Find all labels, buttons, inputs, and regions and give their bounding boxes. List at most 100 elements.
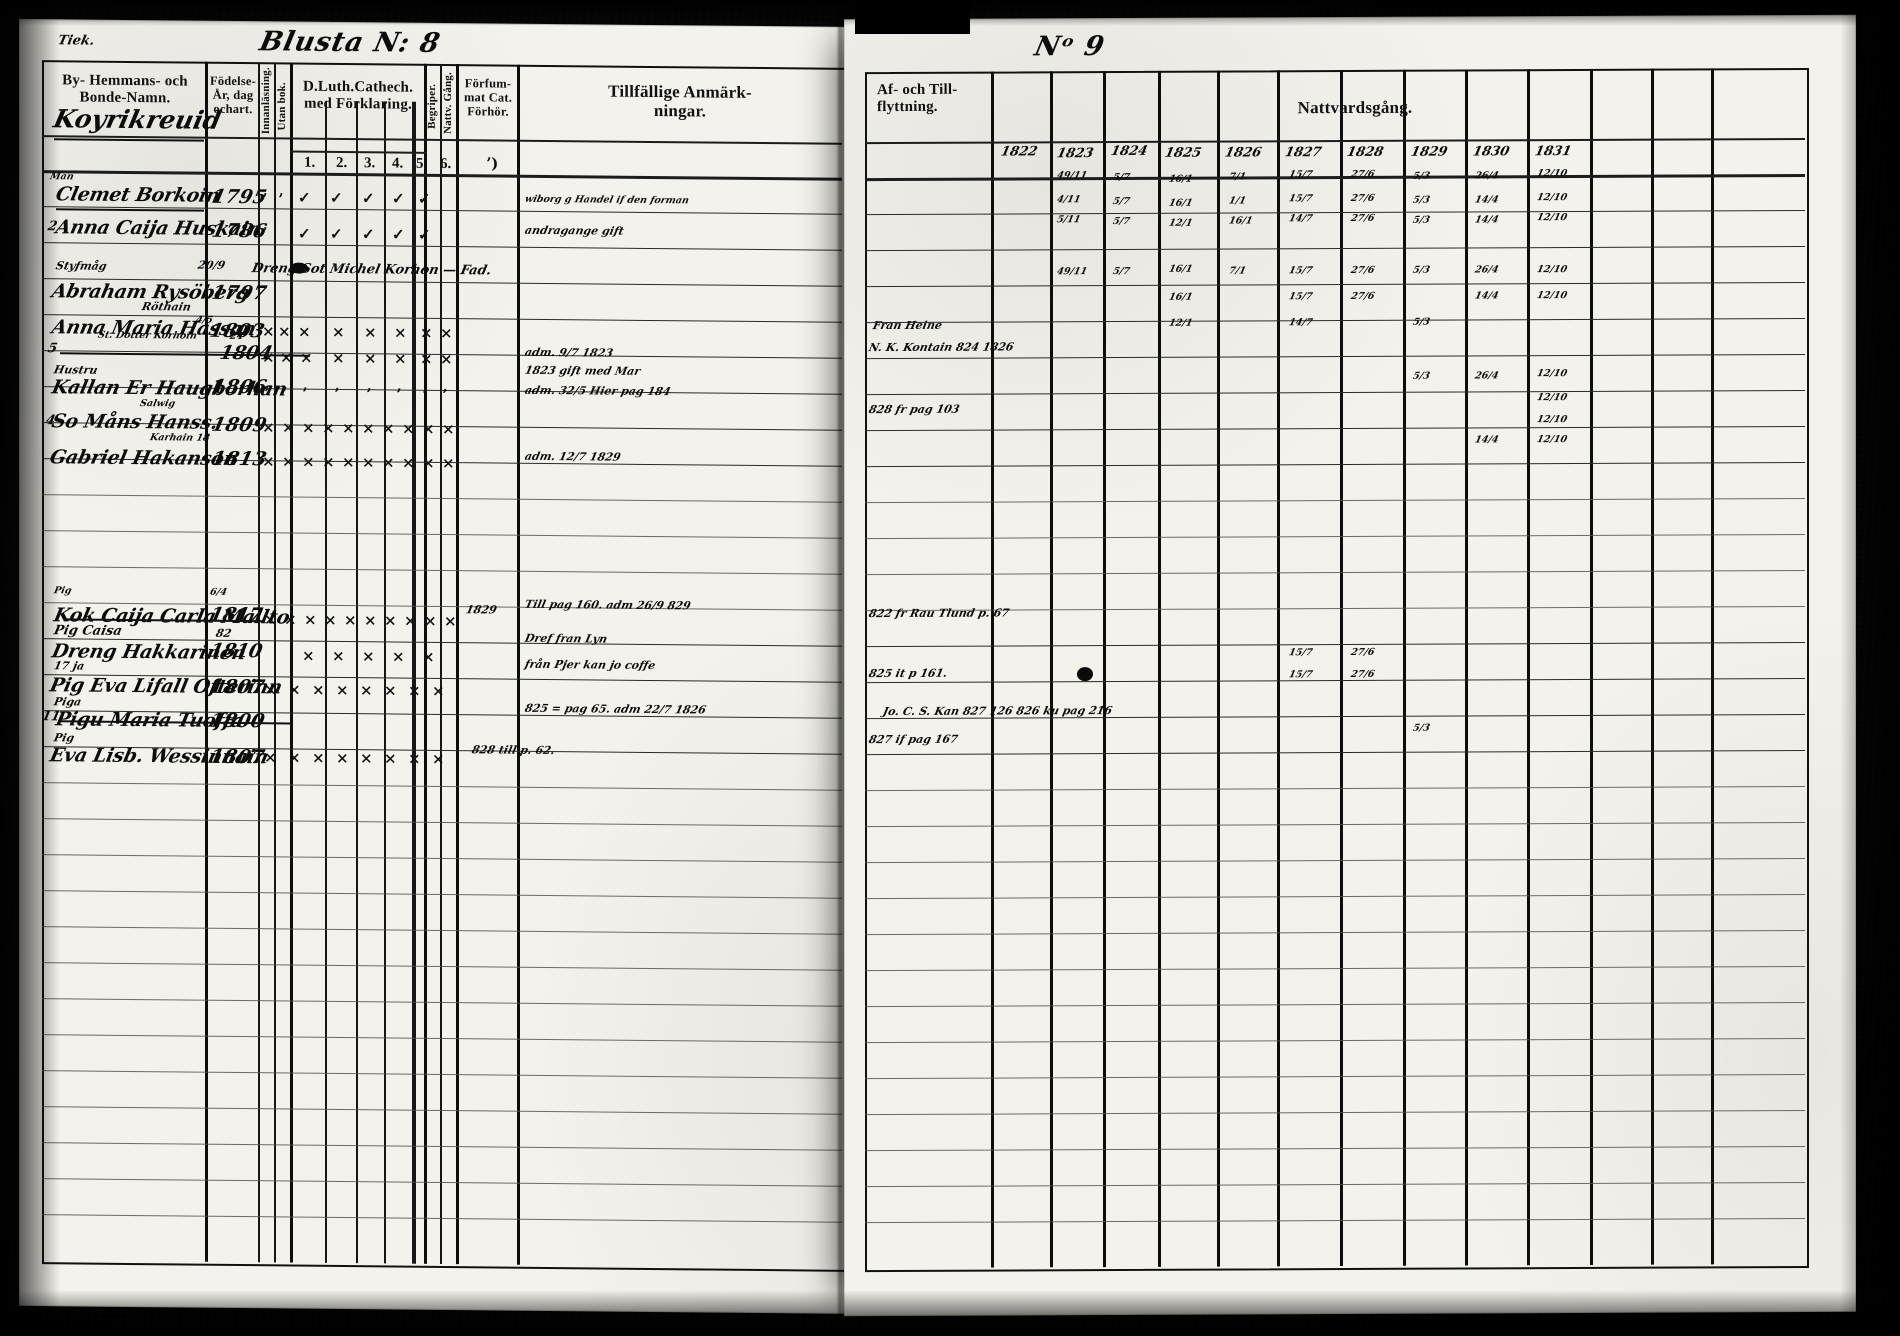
entry-role: Pig (52, 731, 76, 745)
x-mark: × (332, 646, 345, 666)
entry-age: 24 (228, 330, 245, 343)
year-col-sep (1103, 71, 1106, 1268)
x-mark: × (284, 610, 297, 629)
entry-role: Pig (52, 585, 73, 597)
communion-mark: 5/3 (1411, 264, 1431, 276)
communion-mark: 26/4 (1473, 170, 1500, 182)
cathech-subhead-6: 6. (440, 155, 452, 173)
x-mark: × (336, 748, 349, 768)
entry-remark: Till pag 160. adm 26/9 829 (523, 597, 692, 613)
entry-role: Man (48, 171, 75, 183)
entry-birthyear: 1806 (209, 375, 269, 399)
x-mark: × (404, 611, 417, 630)
x-mark: × (298, 322, 311, 341)
year-header: 1829 (1409, 144, 1449, 160)
year-col-sep (1403, 69, 1406, 1266)
communion-mark: 14/4 (1473, 434, 1500, 446)
entry-birthyear: 1797 (209, 281, 269, 305)
col-header-nattvardgang: Nattv. Gång. (442, 71, 454, 135)
x-mark: × (384, 749, 397, 768)
entry-remark: 828 till p. 62. (470, 743, 557, 758)
check-mark: ʼ (262, 224, 268, 243)
x-mark: × (440, 323, 453, 343)
year-col-sep (1217, 70, 1220, 1267)
x-mark: × (304, 610, 317, 629)
communion-mark: 5/3 (1411, 316, 1431, 328)
cathech-subhead-4: 4. (392, 155, 404, 172)
page-heading-cursive: Blusta N: 8 (256, 26, 444, 59)
x-mark: × (408, 749, 421, 768)
x-mark: × (402, 453, 415, 472)
check-mark: ✓ (298, 188, 311, 207)
entry-role: Pig Caisa (52, 623, 124, 639)
migration-note: 822 fr Rau Tlund p. 67 (867, 606, 1011, 621)
communion-mark: 16/1 (1167, 197, 1194, 209)
communion-mark: 14/4 (1473, 194, 1500, 206)
cathech-subhead-1: 1. (304, 154, 316, 171)
communion-mark: 27/6 (1349, 290, 1376, 303)
communion-mark: 7/1 (1227, 265, 1247, 277)
communion-mark: 5/3 (1411, 194, 1431, 206)
communion-mark: 16/1 (1167, 291, 1194, 303)
entry-name: So Måns Hanss. (49, 410, 220, 434)
x-mark: × (262, 418, 275, 437)
x-mark: × (420, 323, 433, 342)
check-mark: ʼ (262, 190, 268, 209)
col-header-nattvardsgang: Nattvardsgång. (1297, 97, 1413, 118)
x-mark: × (312, 748, 325, 767)
communion-mark: 7/1 (1227, 171, 1247, 183)
x-mark: × (394, 349, 407, 368)
col-sep (440, 63, 442, 1264)
check-mark: ✓ (392, 225, 405, 244)
x-mark: × (422, 453, 435, 472)
col-header-forsummat: Förfum- mat Cat. Förhör. (463, 76, 513, 119)
migration-note: 825 it p 161. (867, 666, 949, 681)
x-mark: × (382, 419, 395, 438)
communion-mark: 1/1 (1227, 195, 1247, 207)
x-mark: × (312, 680, 325, 699)
entry-role: 17 ja (52, 659, 86, 673)
entry-date: 20/9 (196, 258, 227, 272)
x-mark: × (420, 349, 433, 368)
tick-mark: ʼ (442, 385, 448, 405)
year-col-sep (1050, 71, 1053, 1268)
year-header: 1825 (1163, 145, 1203, 161)
year-header: 1831 (1533, 144, 1573, 160)
tick-mark: ʼ (396, 385, 402, 404)
x-mark: × (384, 681, 397, 700)
x-mark: × (262, 322, 275, 341)
entry-remark: Dref fran Lyn (523, 631, 609, 646)
communion-mark: 14/4 (1473, 290, 1500, 302)
x-mark: × (302, 452, 315, 471)
communion-mark: 12/10 (1535, 434, 1569, 446)
page-number-cursive: Nᵒ 9 (1031, 31, 1108, 63)
communion-mark: 27/6 (1349, 646, 1376, 659)
communion-mark: 15/7 (1287, 169, 1314, 181)
entry-role: Piga (52, 695, 83, 709)
tick-mark: ʼ (282, 384, 288, 403)
x-mark: × (422, 647, 435, 666)
entry-patronym: Karhain 18 (148, 432, 211, 444)
x-mark: × (394, 323, 407, 342)
x-mark: × (342, 419, 355, 438)
migration-note: Jo. C. S. Kan 827 126 826 ku pag 216 (881, 704, 1114, 719)
entry-remark: adm. 32/5 Hier pag 184 (523, 383, 672, 399)
entry-remark: 1823 gift med Mar (523, 363, 642, 378)
entry-number: 82 (214, 626, 233, 640)
forsummat-mark: ʼ) (486, 154, 499, 173)
x-mark: × (336, 680, 349, 700)
cathech-subhead-3: 3. (364, 155, 376, 172)
x-mark: × (264, 610, 277, 629)
communion-mark: 16/1 (1167, 173, 1194, 185)
communion-mark: 27/6 (1349, 212, 1376, 225)
x-mark: × (262, 452, 275, 471)
entry-remark: Dreng Sot Michel Korhon — Fad. (250, 261, 493, 279)
col-header-utanbok: Utan bok. (276, 82, 288, 131)
year-col-sep (1711, 68, 1714, 1265)
communion-mark: 5/7 (1111, 195, 1131, 208)
x-mark: × (282, 452, 295, 471)
communion-mark: 12/10 (1535, 414, 1569, 426)
x-mark: × (300, 348, 313, 367)
year-col-sep (1527, 69, 1530, 1266)
